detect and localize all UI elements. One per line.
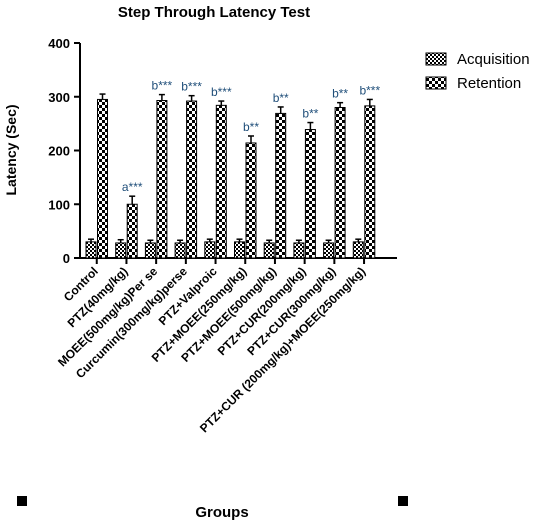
- significance-annotation: b**: [332, 87, 348, 101]
- y-axis-label: Latency (Sec): [3, 104, 19, 195]
- bar-acquisition: [144, 242, 156, 259]
- bar-retention: [364, 105, 376, 259]
- significance-annotation: b***: [359, 83, 380, 97]
- significance-annotation: a***: [122, 180, 143, 194]
- bar-retention: [186, 100, 198, 259]
- legend-label-acquisition: Acquisition: [457, 51, 530, 68]
- bar-acquisition: [234, 241, 245, 259]
- significance-annotation: b***: [211, 85, 232, 99]
- bar-acquisition: [323, 242, 335, 259]
- y-tick-label: 400: [48, 36, 70, 51]
- bar-retention: [245, 142, 257, 259]
- y-tick-label: 0: [63, 251, 70, 266]
- legend-swatch-acquisition: [425, 52, 447, 66]
- legend-label-retention: Retention: [457, 75, 521, 92]
- y-tick-label: 100: [48, 197, 70, 212]
- significance-annotation: b**: [302, 107, 318, 121]
- bar-acquisition: [263, 242, 275, 259]
- x-axis-label: Groups: [195, 504, 248, 521]
- chart-title: Step Through Latency Test: [118, 4, 310, 21]
- legend-swatch-retention: [425, 76, 447, 90]
- bar-retention: [275, 112, 287, 259]
- y-tick-label: 200: [48, 144, 70, 159]
- bar-acquisition: [85, 241, 97, 259]
- bar-retention: [304, 129, 316, 259]
- y-tick-label: 300: [48, 90, 70, 105]
- bar-retention: [156, 100, 168, 259]
- corner-marker-right: [398, 496, 408, 506]
- bar-acquisition: [115, 242, 127, 259]
- bar-acquisition: [352, 241, 364, 259]
- significance-annotation: b***: [152, 79, 173, 93]
- bar-acquisition: [174, 242, 186, 259]
- significance-annotation: b***: [181, 80, 202, 94]
- corner-marker-left: [17, 496, 27, 506]
- legend: Acquisition Retention: [425, 51, 530, 92]
- significance-annotation: b**: [273, 91, 289, 105]
- bar-retention: [215, 104, 227, 259]
- bar-retention: [126, 203, 138, 259]
- bar-acquisition: [293, 242, 305, 259]
- significance-annotation: b**: [243, 120, 259, 134]
- bar-retention: [97, 98, 108, 259]
- bar-acquisition: [204, 241, 216, 259]
- bar-retention: [334, 107, 346, 259]
